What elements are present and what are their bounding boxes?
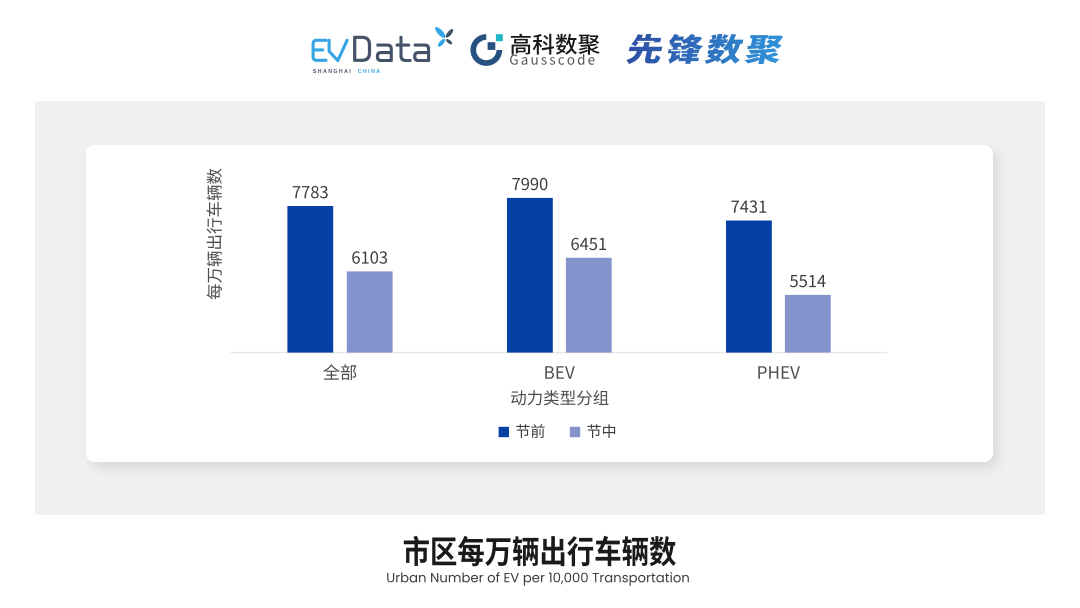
svg-text:SHANGHAI: SHANGHAI (313, 69, 352, 75)
svg-text:CHINA: CHINA (358, 69, 382, 75)
